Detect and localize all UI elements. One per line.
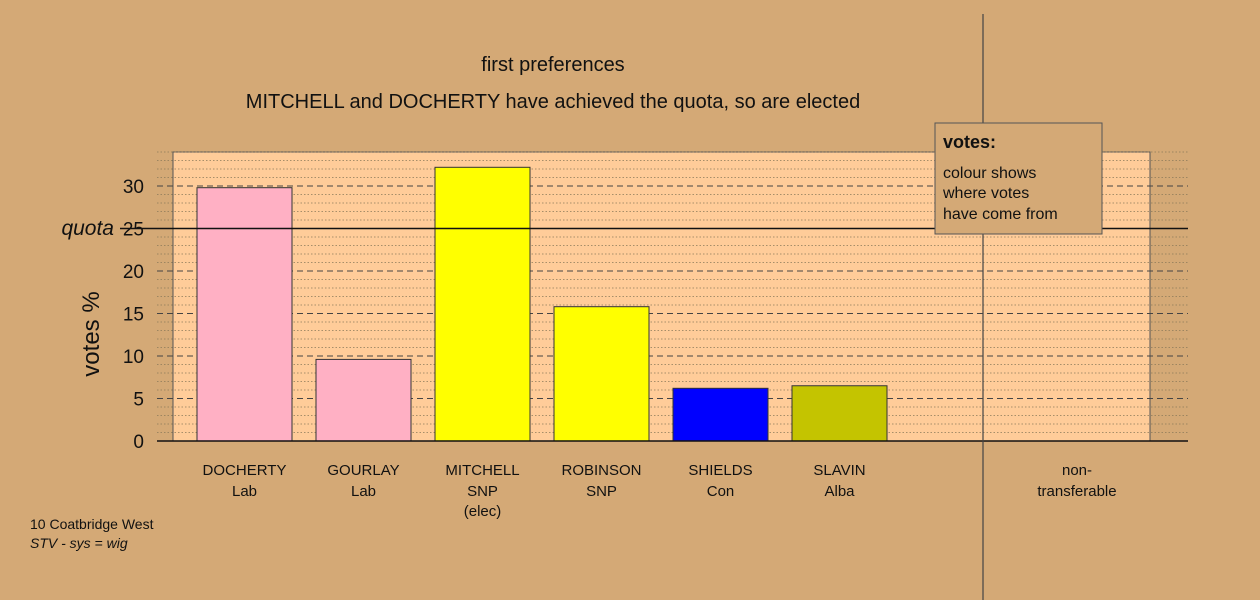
y-tick-label: 10 — [123, 347, 144, 368]
legend: votes: colour shows where votes have com… — [934, 122, 1103, 235]
legend-line: colour shows — [943, 165, 1036, 182]
x-tick-label: SLAVIN — [813, 462, 865, 479]
bar — [791, 385, 888, 442]
bar — [196, 187, 293, 442]
y-tick-label: 30 — [123, 177, 144, 198]
bar — [672, 387, 769, 442]
y-tick-label: 0 — [133, 432, 144, 453]
legend-title: votes: — [943, 132, 996, 152]
chart-subtitle: MITCHELL and DOCHERTY have achieved the … — [246, 91, 860, 113]
non-transferable-label: non- — [1062, 462, 1092, 479]
bar — [553, 306, 650, 442]
y-tick-label: 20 — [123, 262, 144, 283]
x-tick-label: MITCHELL — [445, 462, 519, 479]
quota-label: quota — [61, 217, 114, 240]
bar — [315, 358, 412, 442]
x-tick-label: SNP — [586, 483, 617, 500]
x-tick-label: Con — [707, 483, 735, 500]
x-tick-label: GOURLAY — [327, 462, 399, 479]
legend-line: where votes — [942, 185, 1029, 202]
chart-title: first preferences — [481, 54, 624, 76]
legend-line: have come from — [943, 206, 1058, 223]
legend-box — [934, 122, 1103, 235]
x-tick-label: Alba — [824, 483, 855, 500]
y-axis-label: votes % — [78, 291, 105, 376]
y-tick-label: 15 — [123, 305, 144, 326]
bar — [434, 166, 531, 442]
y-tick-label: 5 — [133, 390, 144, 411]
non-transferable-label: transferable — [1037, 483, 1116, 500]
footer-system: STV - sys = wig — [30, 535, 128, 551]
x-tick-label: SHIELDS — [688, 462, 752, 479]
x-tick-label: ROBINSON — [561, 462, 641, 479]
x-tick-label: SNP — [467, 483, 498, 500]
x-tick-label: Lab — [351, 483, 376, 500]
x-tick-label: Lab — [232, 483, 257, 500]
x-tick-label: (elec) — [464, 503, 502, 520]
x-tick-label: DOCHERTY — [203, 462, 287, 479]
y-tick-label: 25 — [123, 220, 144, 241]
footer-ward: 10 Coatbridge West — [30, 516, 154, 532]
